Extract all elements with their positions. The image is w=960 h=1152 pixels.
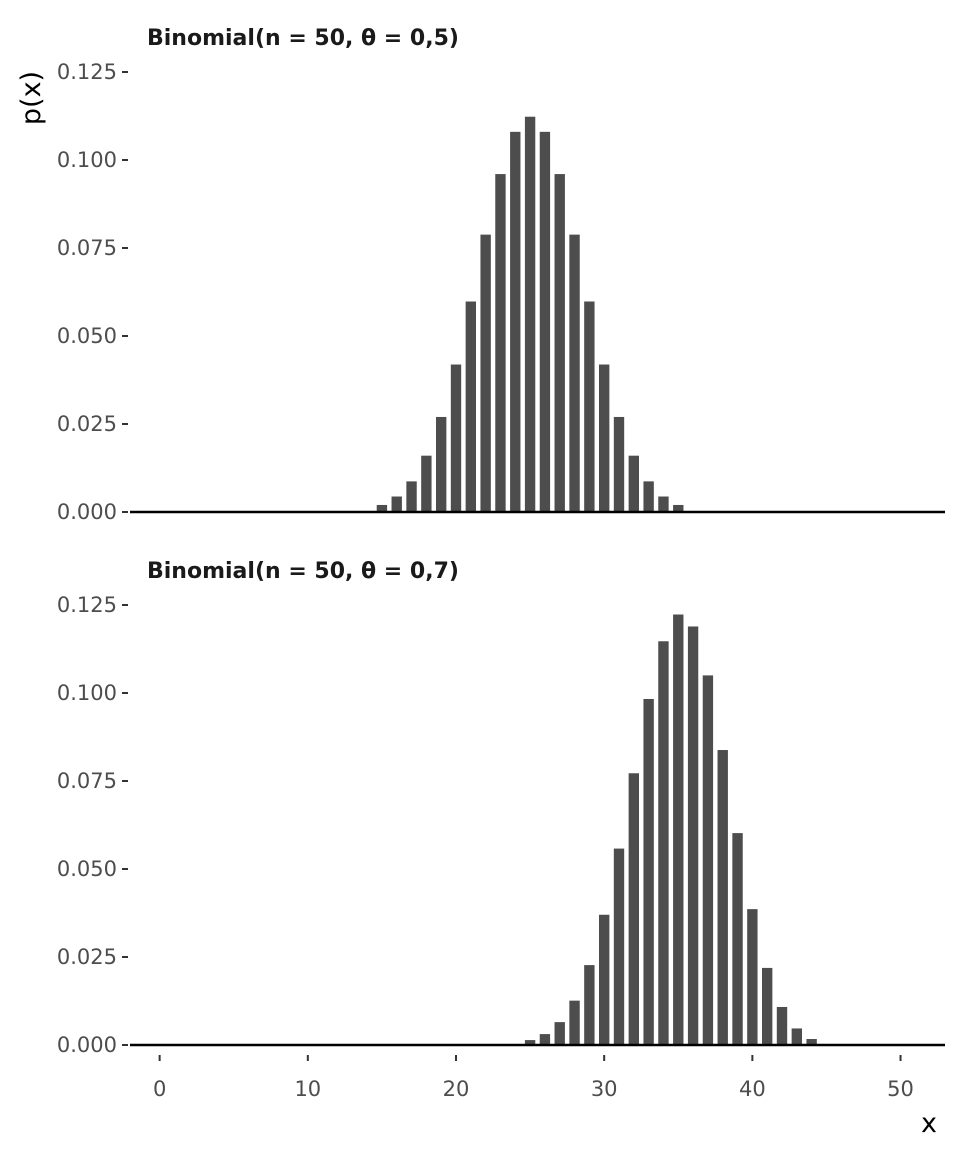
x-axis-title: x xyxy=(921,1108,937,1139)
bar xyxy=(776,1006,788,1045)
bar xyxy=(524,1040,536,1045)
bar xyxy=(687,626,699,1045)
y-tick-label: 0.125 xyxy=(57,60,117,84)
x-tick-label: 10 xyxy=(294,1077,321,1101)
bar xyxy=(554,174,565,512)
bar xyxy=(628,773,640,1045)
bar xyxy=(495,174,506,512)
bar xyxy=(584,965,595,1045)
bar xyxy=(569,234,580,512)
bar xyxy=(598,914,610,1045)
bar xyxy=(806,1039,817,1045)
x-tick-label: 30 xyxy=(591,1077,618,1101)
bar xyxy=(584,301,595,512)
y-tick-label: 0.075 xyxy=(57,769,117,793)
y-tick-label: 0.000 xyxy=(57,500,117,524)
bar xyxy=(391,496,402,512)
bar xyxy=(524,116,536,512)
y-tick-label: 0.050 xyxy=(57,324,117,348)
y-tick-label: 0.050 xyxy=(57,857,117,881)
y-tick-label: 0.000 xyxy=(57,1033,117,1057)
bar xyxy=(510,131,521,512)
y-axis-title: p(x) xyxy=(16,71,47,125)
bar xyxy=(554,1022,565,1045)
x-tick-label: 20 xyxy=(443,1077,470,1101)
bar xyxy=(569,1000,580,1045)
bar xyxy=(406,481,417,512)
y-tick-label: 0.100 xyxy=(57,148,117,172)
bar xyxy=(421,455,432,512)
bar xyxy=(628,455,640,512)
bar xyxy=(539,131,551,512)
bar xyxy=(761,967,773,1045)
y-tick-label: 0.100 xyxy=(57,681,117,705)
bar xyxy=(539,1034,551,1045)
bar xyxy=(732,833,743,1045)
x-tick-label: 50 xyxy=(887,1077,914,1101)
bar xyxy=(465,301,477,512)
bar xyxy=(613,848,625,1045)
bar xyxy=(435,416,447,512)
bar xyxy=(658,641,669,1045)
bar xyxy=(791,1028,803,1045)
panel-2-title: Binomial(n = 50, θ = 0,7) xyxy=(147,559,459,584)
bar xyxy=(673,504,684,512)
bar xyxy=(450,364,462,512)
panel-1-title: Binomial(n = 50, θ = 0,5) xyxy=(147,26,459,51)
x-tick-label: 40 xyxy=(739,1077,766,1101)
y-tick-label: 0.025 xyxy=(57,945,117,969)
bar xyxy=(717,750,728,1045)
bar xyxy=(598,364,610,512)
bar xyxy=(747,909,758,1045)
bar xyxy=(480,234,491,512)
bar xyxy=(643,481,654,512)
bar xyxy=(643,698,654,1045)
bar xyxy=(613,416,625,512)
y-tick-label: 0.125 xyxy=(57,593,117,617)
x-tick-label: 0 xyxy=(153,1077,166,1101)
bar xyxy=(658,496,669,512)
chart-marks: 0.000 0.025 0.050 0.075 0.100 0.125 0.000 0.025… xyxy=(57,60,945,1101)
y-tick-label: 0.025 xyxy=(57,412,117,436)
y-tick-label: 0.075 xyxy=(57,236,117,260)
bar xyxy=(702,675,714,1045)
bar xyxy=(673,614,684,1045)
bar xyxy=(376,504,388,512)
